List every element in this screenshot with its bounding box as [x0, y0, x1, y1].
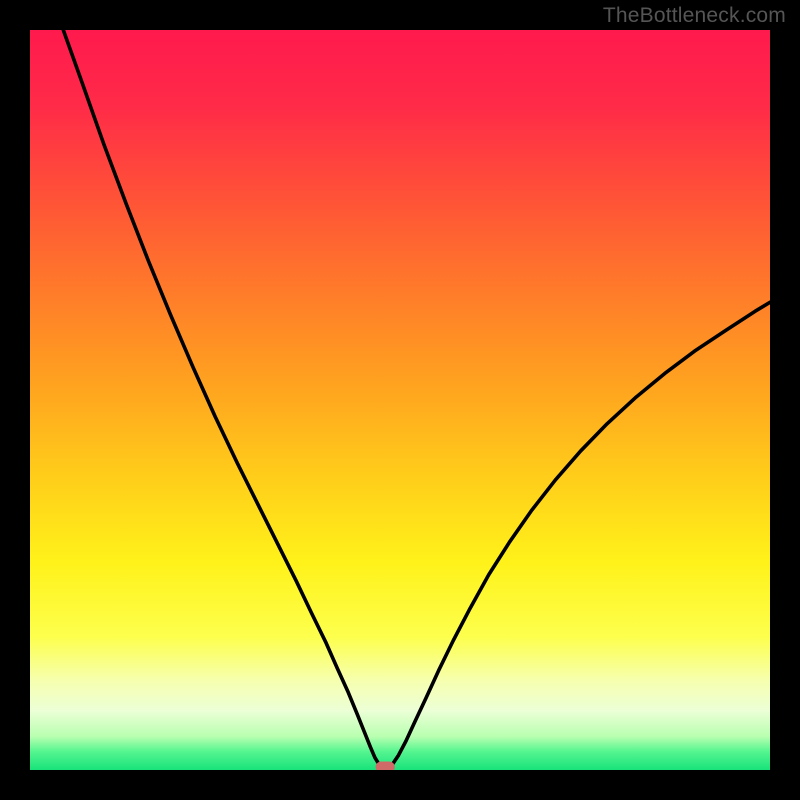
bottleneck-v-curve-plot [0, 0, 800, 800]
watermark-text: TheBottleneck.com [603, 4, 786, 28]
chart-frame: TheBottleneck.com [0, 0, 800, 800]
gradient-background [30, 30, 770, 770]
